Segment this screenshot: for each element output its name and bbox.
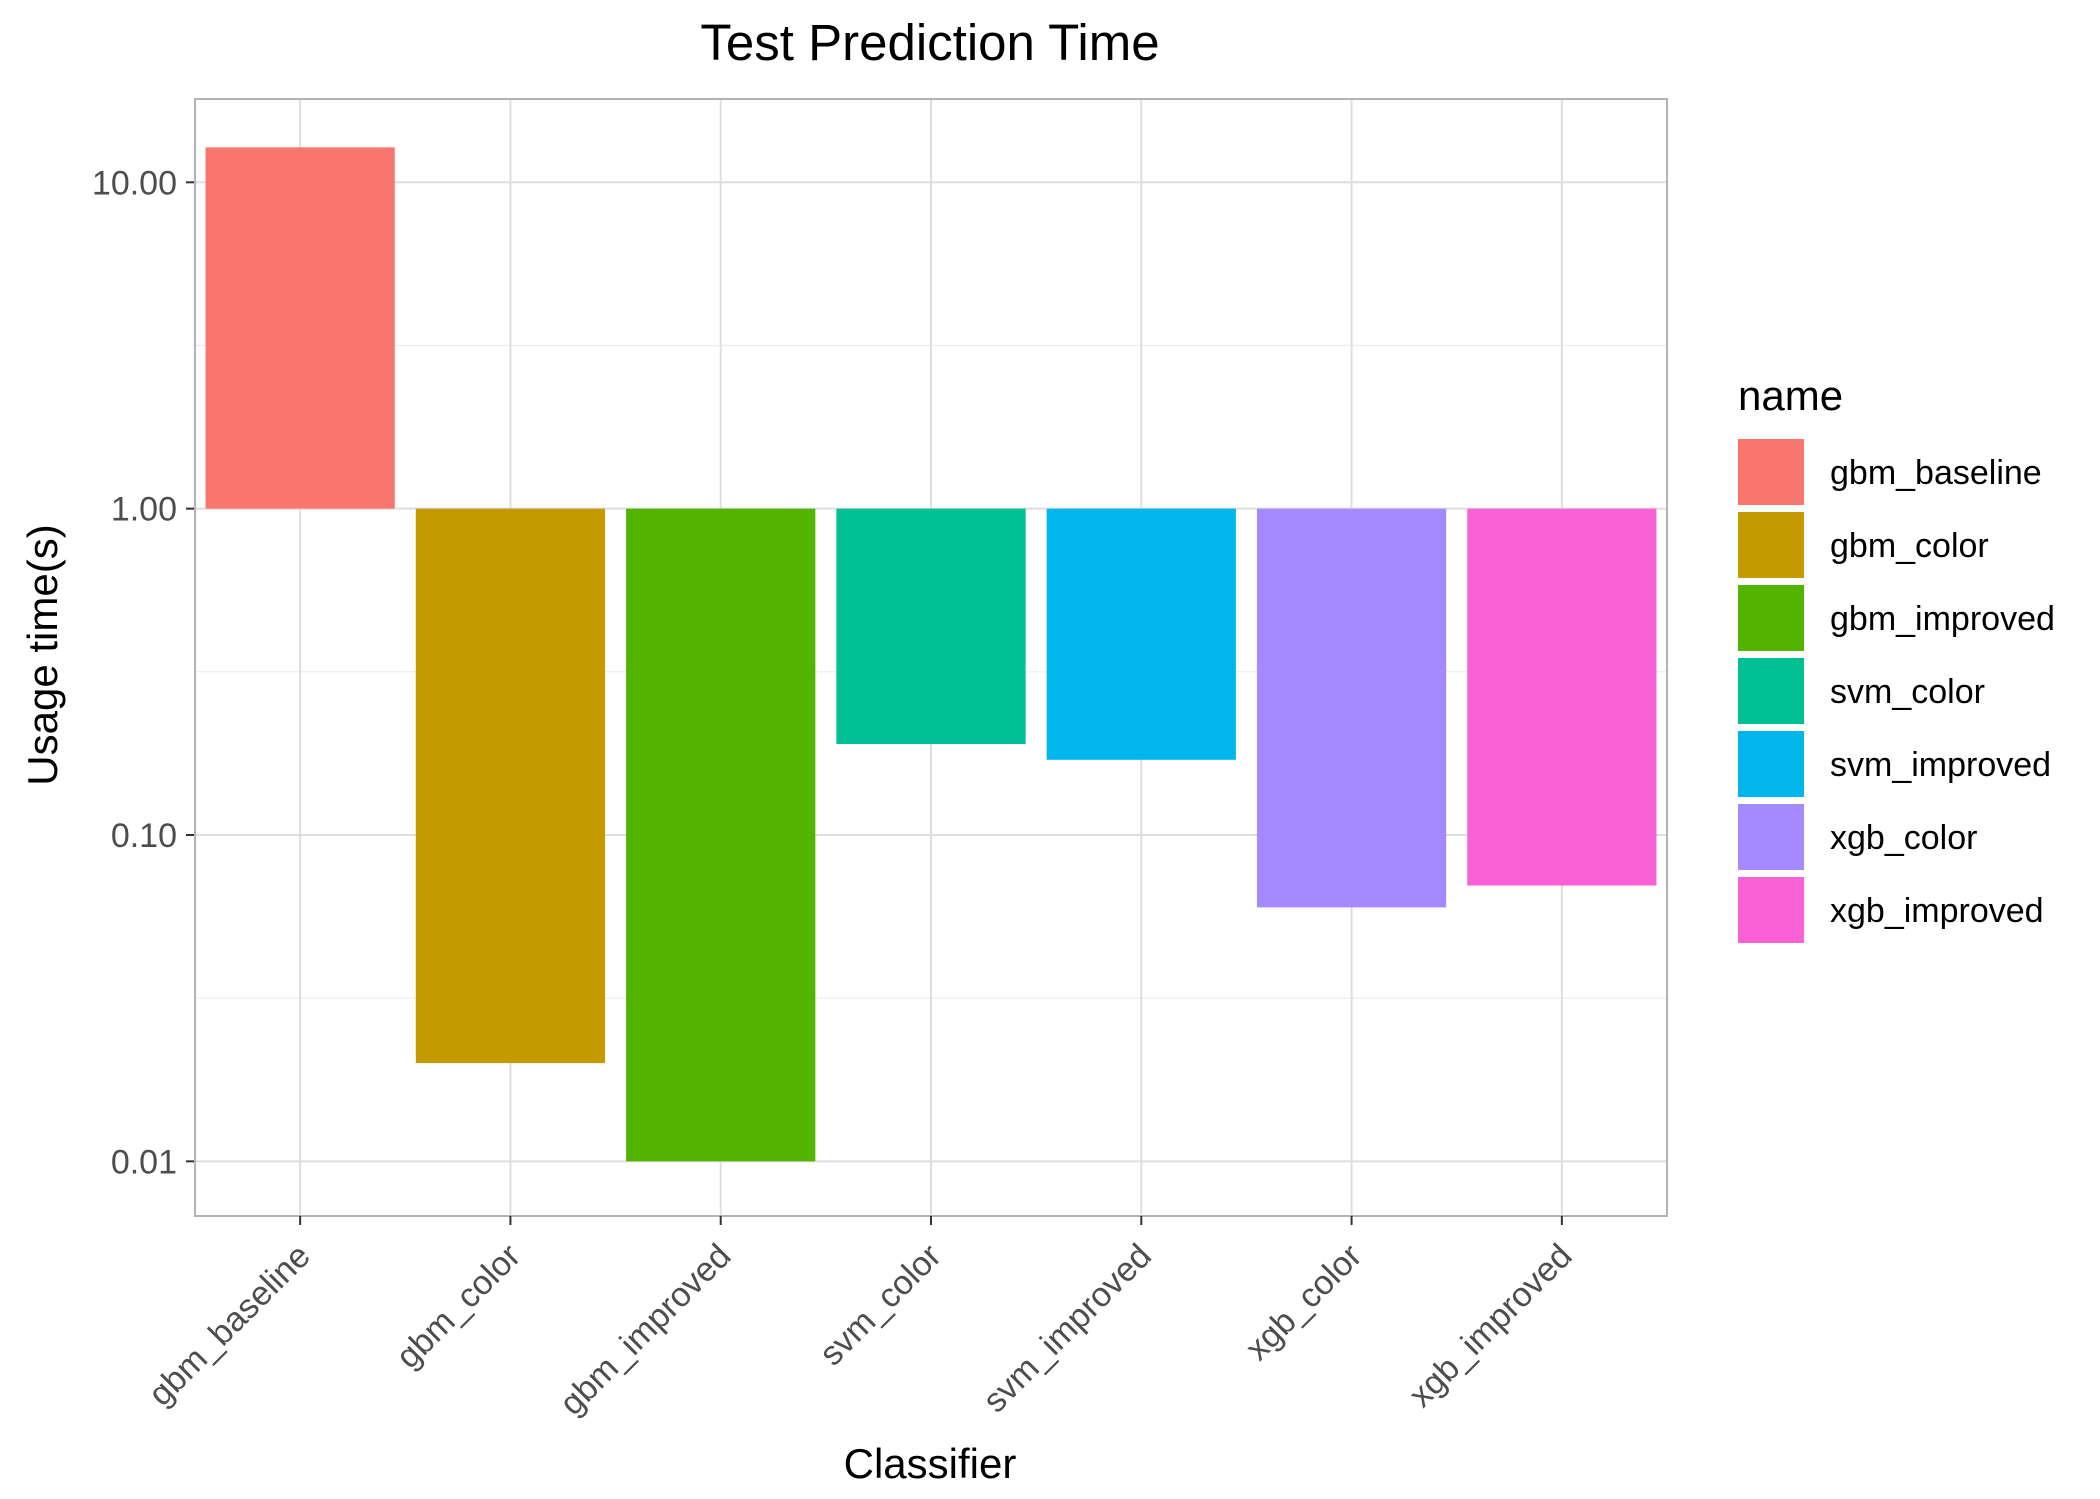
legend-key-gbm_baseline	[1738, 439, 1804, 505]
bar-xgb_improved	[1467, 508, 1657, 886]
legend-key-gbm_improved	[1738, 585, 1804, 651]
x-tick-label: gbm_baseline	[141, 1237, 318, 1414]
legend-label: gbm_color	[1830, 527, 1989, 565]
legend-key-xgb_color	[1738, 804, 1804, 870]
chart-title: Test Prediction Time	[700, 14, 1159, 71]
bar-xgb_color	[1256, 508, 1447, 908]
legend-label: xgb_color	[1830, 819, 1977, 857]
legend-key-xgb_improved	[1738, 877, 1804, 943]
y-tick-label: 0.10	[111, 817, 177, 855]
bar-layer	[205, 147, 1657, 1162]
legend-label: gbm_baseline	[1830, 454, 2042, 492]
legend-key-gbm_color	[1738, 512, 1804, 578]
legend-key-svm_improved	[1738, 731, 1804, 797]
bar-gbm_color	[415, 508, 606, 1064]
y-axis-title: Usage time(s)	[19, 524, 66, 785]
y-tick-label: 1.00	[111, 491, 177, 529]
x-tick-label: svm_color	[812, 1237, 948, 1373]
legend-label: gbm_improved	[1830, 600, 2055, 638]
legend-label: svm_color	[1830, 673, 1985, 711]
legend-key-svm_color	[1738, 658, 1804, 724]
y-tick-label: 0.01	[111, 1143, 177, 1181]
legend-label: xgb_improved	[1830, 892, 2044, 930]
x-tick-label: xgb_improved	[1402, 1237, 1580, 1415]
legend-title: name	[1738, 372, 1843, 419]
bar-svm_color	[836, 508, 1026, 745]
bar-svm_improved	[1046, 508, 1236, 760]
y-tick-label: 10.00	[92, 164, 177, 202]
bar-gbm_improved	[626, 508, 816, 1162]
x-tick-label: gbm_color	[389, 1237, 528, 1376]
x-tick-label: xgb_color	[1238, 1237, 1369, 1368]
bar-gbm_baseline	[205, 147, 395, 509]
x-tick-label: gbm_improved	[552, 1237, 738, 1423]
x-tick-label: svm_improved	[976, 1237, 1159, 1420]
legend-label: svm_improved	[1830, 746, 2051, 784]
legend: gbm_baseline gbm_color gbm_improved svm_col…	[1738, 439, 2055, 943]
x-axis-title: Classifier	[844, 1440, 1017, 1487]
